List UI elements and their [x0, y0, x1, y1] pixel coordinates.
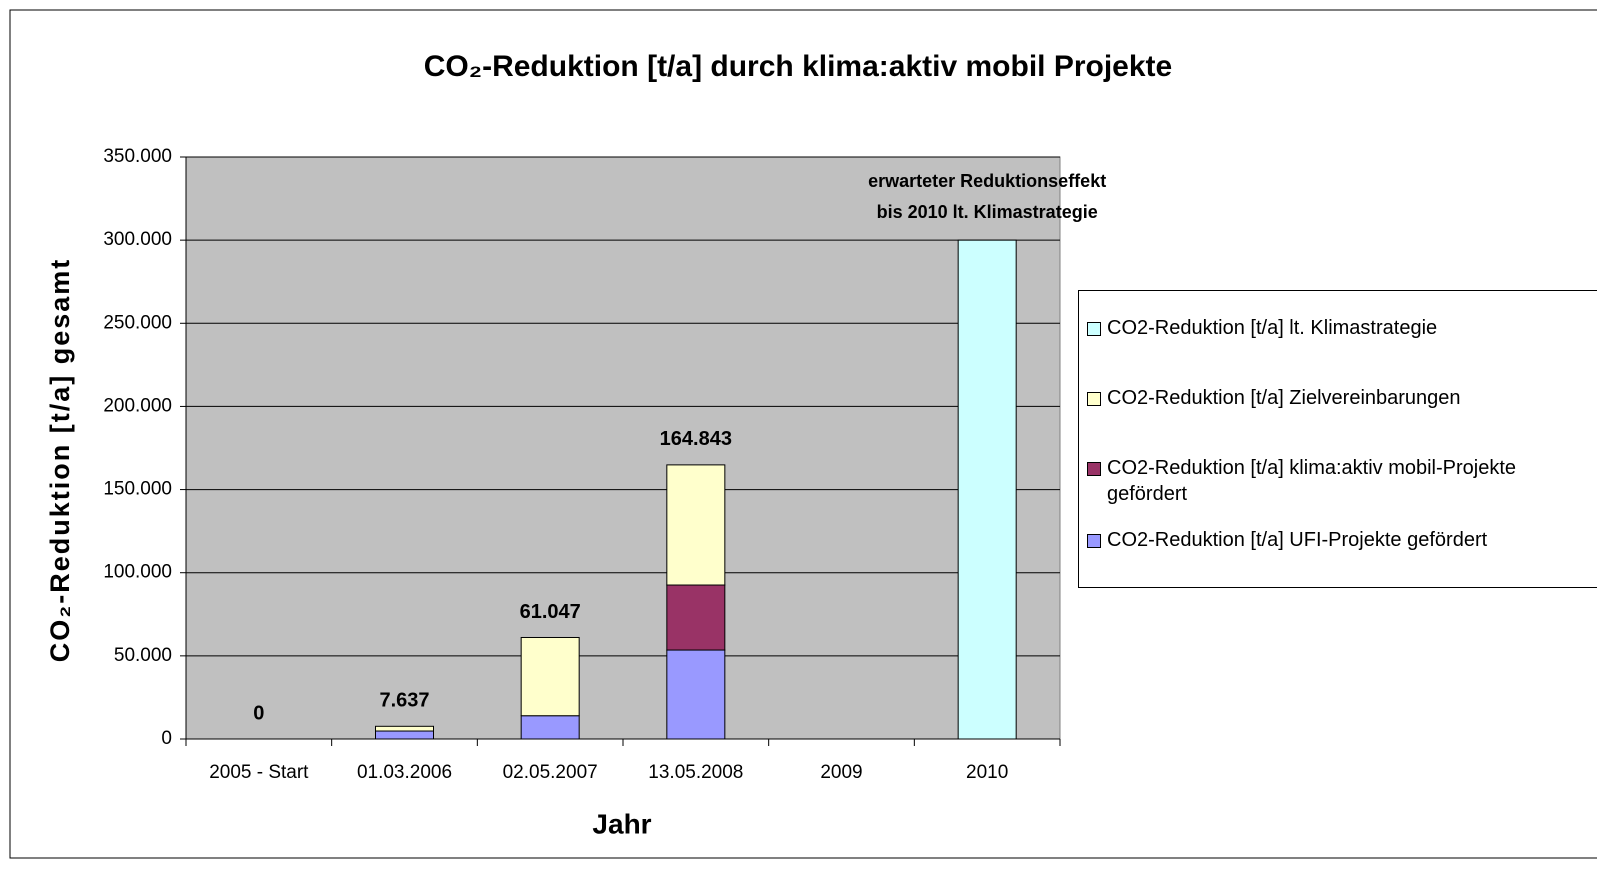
legend-swatch	[1087, 392, 1101, 406]
legend-label: CO2-Reduktion [t/a] UFI-Projekte geförde…	[1107, 529, 1488, 551]
legend-label: CO2-Reduktion [t/a] lt. Klimastrategie	[1107, 317, 1438, 339]
x-tick-label: 02.05.2007	[503, 762, 598, 783]
y-tick-label: 300.000	[103, 229, 172, 250]
bar-segment	[666, 649, 726, 740]
y-tick-label: 250.000	[103, 312, 172, 333]
x-axis-label: Jahr	[592, 808, 651, 839]
plot-area	[185, 156, 1061, 740]
y-tick-label: 200.000	[103, 395, 172, 416]
legend-item: CO2-Reduktion [t/a] Zielvereinbarungen	[1087, 385, 1557, 411]
total-label: 61.047	[520, 601, 581, 623]
legend-item: CO2-Reduktion [t/a] klima:aktiv mobil-Pr…	[1087, 455, 1557, 507]
bar-segment	[957, 239, 1017, 740]
annotation: erwarteter Reduktionseffekt	[868, 171, 1106, 191]
legend-item: CO2-Reduktion [t/a] UFI-Projekte geförde…	[1087, 527, 1557, 553]
y-tick-label: 350.000	[103, 146, 172, 167]
x-tick-label: 13.05.2008	[648, 762, 743, 783]
bar-segment	[666, 464, 726, 586]
x-tick-label: 01.03.2006	[357, 762, 452, 783]
y-tick-label: 0	[161, 728, 172, 749]
legend-label: CO2-Reduktion [t/a] Zielvereinbarungen	[1107, 387, 1461, 409]
bar-segment	[375, 730, 434, 740]
chart-title: CO₂-Reduktion [t/a] durch klima:aktiv mo…	[424, 50, 1172, 83]
legend-swatch	[1087, 534, 1101, 548]
y-tick-label: 100.000	[103, 562, 172, 583]
bar-segment	[666, 584, 726, 651]
legend-label: CO2-Reduktion [t/a] klima:aktiv mobil-Pr…	[1107, 457, 1517, 505]
legend: CO2-Reduktion [t/a] lt. Klimastrategie CO…	[1078, 290, 1597, 588]
annotation: bis 2010 lt. Klimastrategie	[877, 202, 1098, 222]
bar-segment	[520, 636, 580, 717]
y-tick-label: 50.000	[114, 645, 172, 666]
x-tick-label: 2005 - Start	[209, 762, 309, 783]
x-tick-label: 2009	[820, 762, 862, 783]
total-label: 7.637	[379, 690, 429, 712]
legend-swatch	[1087, 462, 1101, 476]
legend-swatch	[1087, 322, 1101, 336]
y-axis-label: CO₂-Reduktion [t/a] gesamt	[45, 258, 75, 663]
y-tick-label: 150.000	[103, 479, 172, 500]
x-tick-label: 2010	[966, 762, 1008, 783]
total-label: 0	[253, 702, 264, 724]
bar-segment	[375, 725, 434, 732]
bar-segment	[520, 715, 580, 740]
legend-item: CO2-Reduktion [t/a] lt. Klimastrategie	[1087, 315, 1557, 341]
total-label: 164.843	[660, 428, 732, 450]
